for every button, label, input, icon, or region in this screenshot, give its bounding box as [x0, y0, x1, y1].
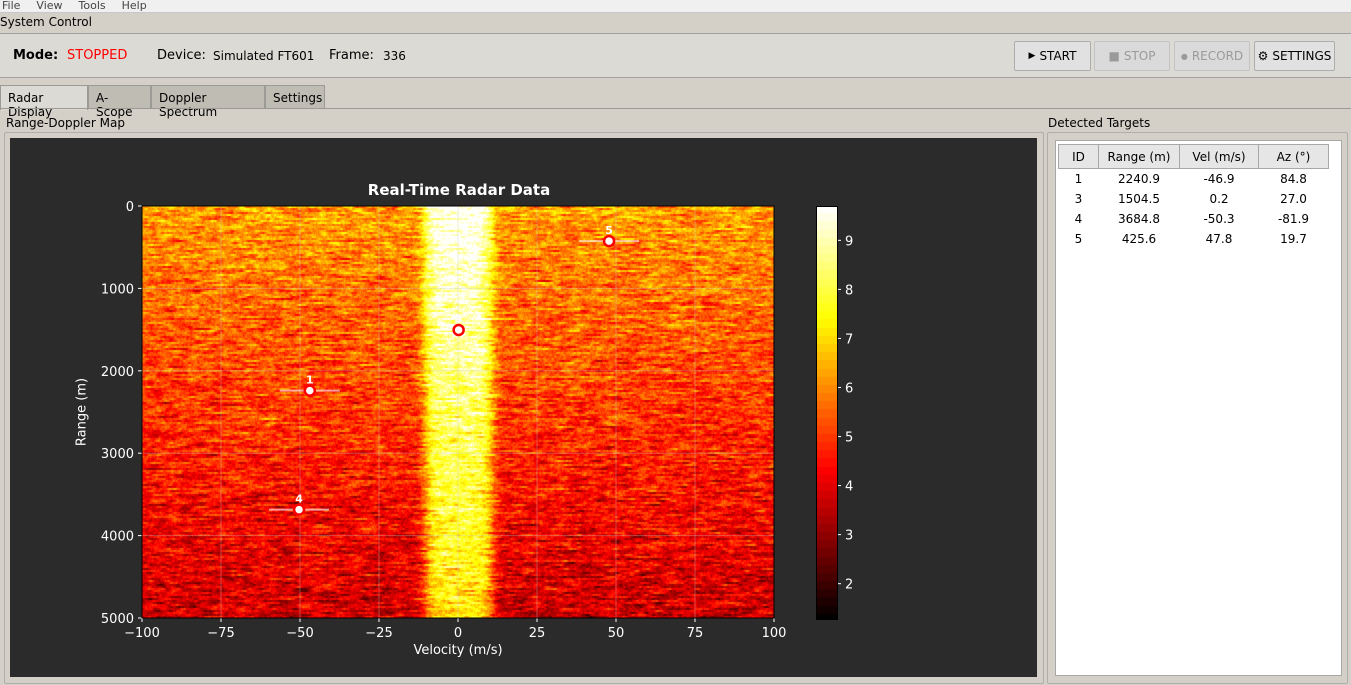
x-tick-label: 25 [529, 626, 546, 641]
record-label: RECORD [1191, 49, 1244, 63]
table-cell: 1504.5 [1118, 191, 1160, 206]
targets-panel-label: Detected Targets [1048, 116, 1151, 130]
x-tick-label: 100 [762, 626, 787, 641]
table-cell: -46.9 [1203, 171, 1235, 186]
target-label: 3 [455, 313, 463, 326]
table-cell: 4 [1074, 211, 1083, 226]
table-row[interactable]: 3 1504.5 0.2 27.0 [1059, 189, 1329, 209]
colorbar-tick-label: 2 [845, 578, 853, 593]
colorbar-tick-label: 9 [845, 234, 853, 249]
table-cell: 3684.8 [1118, 211, 1160, 226]
table-cell: 0.2 [1209, 191, 1229, 206]
target-marker[interactable] [303, 384, 317, 397]
colorbar-tick-label: 3 [845, 529, 853, 544]
x-tick-label: −25 [365, 626, 392, 641]
stop-icon: ■ [1108, 49, 1120, 63]
column-header[interactable]: Az (°) [1258, 144, 1329, 169]
table-cell: 3 [1074, 191, 1083, 206]
frame-label: Frame: [329, 48, 374, 63]
table-cell: 2240.9 [1118, 171, 1160, 186]
targets-group [1047, 132, 1348, 684]
stop-button[interactable]: ■ STOP [1094, 41, 1170, 71]
table-cell: -81.9 [1277, 211, 1310, 226]
map-group [4, 132, 1044, 684]
control-bar: Mode: STOPPED Device: Simulated FT601 Fr… [0, 33, 1351, 78]
mode-label: Mode: [13, 48, 59, 63]
table-cell: 425.6 [1121, 231, 1157, 246]
colorbar-tick-label: 6 [845, 381, 853, 396]
chart-title: Real-Time Radar Data [367, 181, 551, 199]
heatmap[interactable] [142, 206, 774, 618]
target-label: 4 [295, 493, 303, 506]
gear-icon: ⚙ [1257, 49, 1269, 63]
map-panel-label: Range-Doppler Map [6, 116, 125, 130]
y-tick-label: 0 [126, 200, 134, 215]
x-tick-label: −50 [286, 626, 313, 641]
table-cell: 1 [1074, 171, 1083, 186]
target-marker[interactable] [602, 234, 616, 248]
x-tick-label: 50 [608, 626, 625, 641]
table-row[interactable]: 5 425.6 47.8 19.7 [1059, 229, 1329, 249]
plot-border [141, 205, 775, 619]
menu-bar: File View Tools Help [0, 0, 1351, 13]
tab-doppler-spectrum[interactable]: Doppler Spectrum [151, 85, 265, 119]
table-cell: -50.3 [1203, 211, 1235, 226]
x-tick-label: 75 [687, 626, 704, 641]
colorbar-tick-label: 7 [845, 332, 853, 347]
colorbar-tick-label: 5 [845, 431, 853, 446]
device-value: Simulated FT601 [213, 49, 315, 63]
tab-a-scope[interactable]: A-Scope [88, 85, 151, 119]
mode-value: STOPPED [67, 48, 128, 63]
y-tick-label: 4000 [101, 530, 134, 545]
settings-button[interactable]: ⚙ SETTINGS [1254, 41, 1335, 71]
stop-label: STOP [1123, 49, 1156, 63]
column-header[interactable]: ID [1058, 144, 1099, 169]
tab-radar-display[interactable]: Radar Display [0, 85, 88, 119]
menu-help[interactable]: Help [121, 0, 147, 12]
table-cell: 27.0 [1280, 191, 1307, 206]
system-control-label: System Control [0, 15, 92, 29]
settings-label: SETTINGS [1272, 49, 1332, 63]
x-tick-label: −75 [207, 626, 234, 641]
target-marker[interactable] [452, 323, 465, 337]
table-row[interactable]: 4 3684.8 -50.3 -81.9 [1059, 209, 1329, 229]
table-cell: 19.7 [1280, 231, 1307, 246]
table-cell: 47.8 [1205, 231, 1233, 246]
y-tick-label: 5000 [101, 612, 134, 627]
target-marker[interactable] [292, 503, 306, 516]
targets-table[interactable]: ID Range (m) Vel (m/s) Az (°) 1 2240.9 -46.9 84… [1055, 140, 1342, 676]
menu-tools[interactable]: Tools [78, 0, 106, 12]
start-button[interactable]: ▶ START [1014, 41, 1091, 71]
colorbar-tick-label: 8 [845, 283, 853, 298]
radar-display-panel [0, 108, 1351, 685]
y-tick-label: 1000 [101, 282, 134, 297]
chart-overlay: −100 −75 −50 −25 0 25 50 75 10001000200030004000… [101, 200, 853, 641]
target-label: 1 [306, 374, 314, 387]
menu-file[interactable]: File [2, 0, 21, 12]
x-axis-label: Velocity (m/s) [413, 643, 503, 658]
table-row[interactable]: 1 2240.9 -46.9 84.8 [1059, 169, 1329, 189]
colorbar [816, 206, 838, 620]
play-icon: ▶ [1028, 51, 1036, 61]
device-label: Device: [157, 48, 206, 63]
record-button[interactable]: ● RECORD [1174, 41, 1250, 71]
table-cell: 84.8 [1280, 171, 1307, 186]
start-label: START [1039, 49, 1077, 63]
record-icon: ● [1180, 51, 1188, 61]
frame-value: 336 [383, 49, 406, 63]
column-header[interactable]: Range (m) [1098, 144, 1180, 169]
range-doppler-plot: Real-Time Radar Data −100 −75 −50 −25 0 25 50 7… [10, 138, 1037, 677]
x-tick-label: 0 [454, 626, 462, 641]
colorbar-tick-label: 4 [845, 480, 853, 495]
tab-settings[interactable]: Settings [265, 85, 325, 109]
y-axis-label: Range (m) [74, 377, 90, 447]
x-tick-label: −100 [124, 626, 160, 641]
y-tick-label: 3000 [101, 447, 134, 462]
column-header[interactable]: Vel (m/s) [1179, 144, 1259, 169]
y-tick-label: 2000 [101, 365, 134, 380]
target-label: 5 [605, 224, 613, 237]
table-cell: 5 [1074, 231, 1083, 246]
menu-view[interactable]: View [36, 0, 63, 12]
